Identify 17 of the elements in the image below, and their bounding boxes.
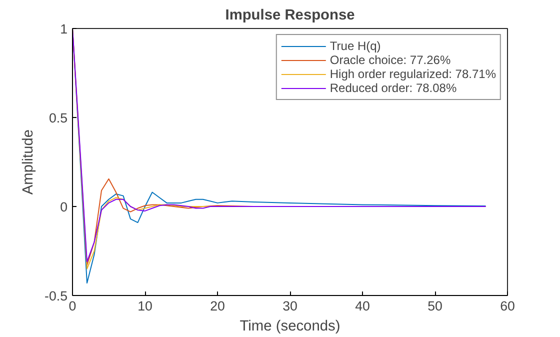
x-tick-label: 30 bbox=[282, 298, 298, 314]
legend-label: True H(q) bbox=[330, 39, 381, 53]
x-tick-label: 10 bbox=[138, 298, 152, 314]
y-axis-title: Amplitude bbox=[20, 129, 37, 195]
legend-label: High order regularized: 78.71% bbox=[330, 67, 496, 81]
x-tick-label: 60 bbox=[500, 298, 515, 314]
y-tick-label: 1 bbox=[60, 22, 68, 36]
y-tick-label: -0.5 bbox=[44, 288, 68, 304]
x-tick-label: 40 bbox=[355, 298, 370, 314]
y-tick-label: 0 bbox=[60, 200, 68, 214]
x-axis-title: Time (seconds) bbox=[240, 318, 340, 334]
x-tick-label: 50 bbox=[428, 298, 442, 314]
y-tick-label: 0.5 bbox=[48, 110, 68, 126]
x-tick-label: 20 bbox=[210, 298, 225, 314]
chart-title: Impulse Response bbox=[225, 8, 355, 24]
legend-label: Oracle choice: 77.26% bbox=[330, 53, 451, 67]
legend-label: Reduced order: 78.08% bbox=[330, 81, 457, 95]
